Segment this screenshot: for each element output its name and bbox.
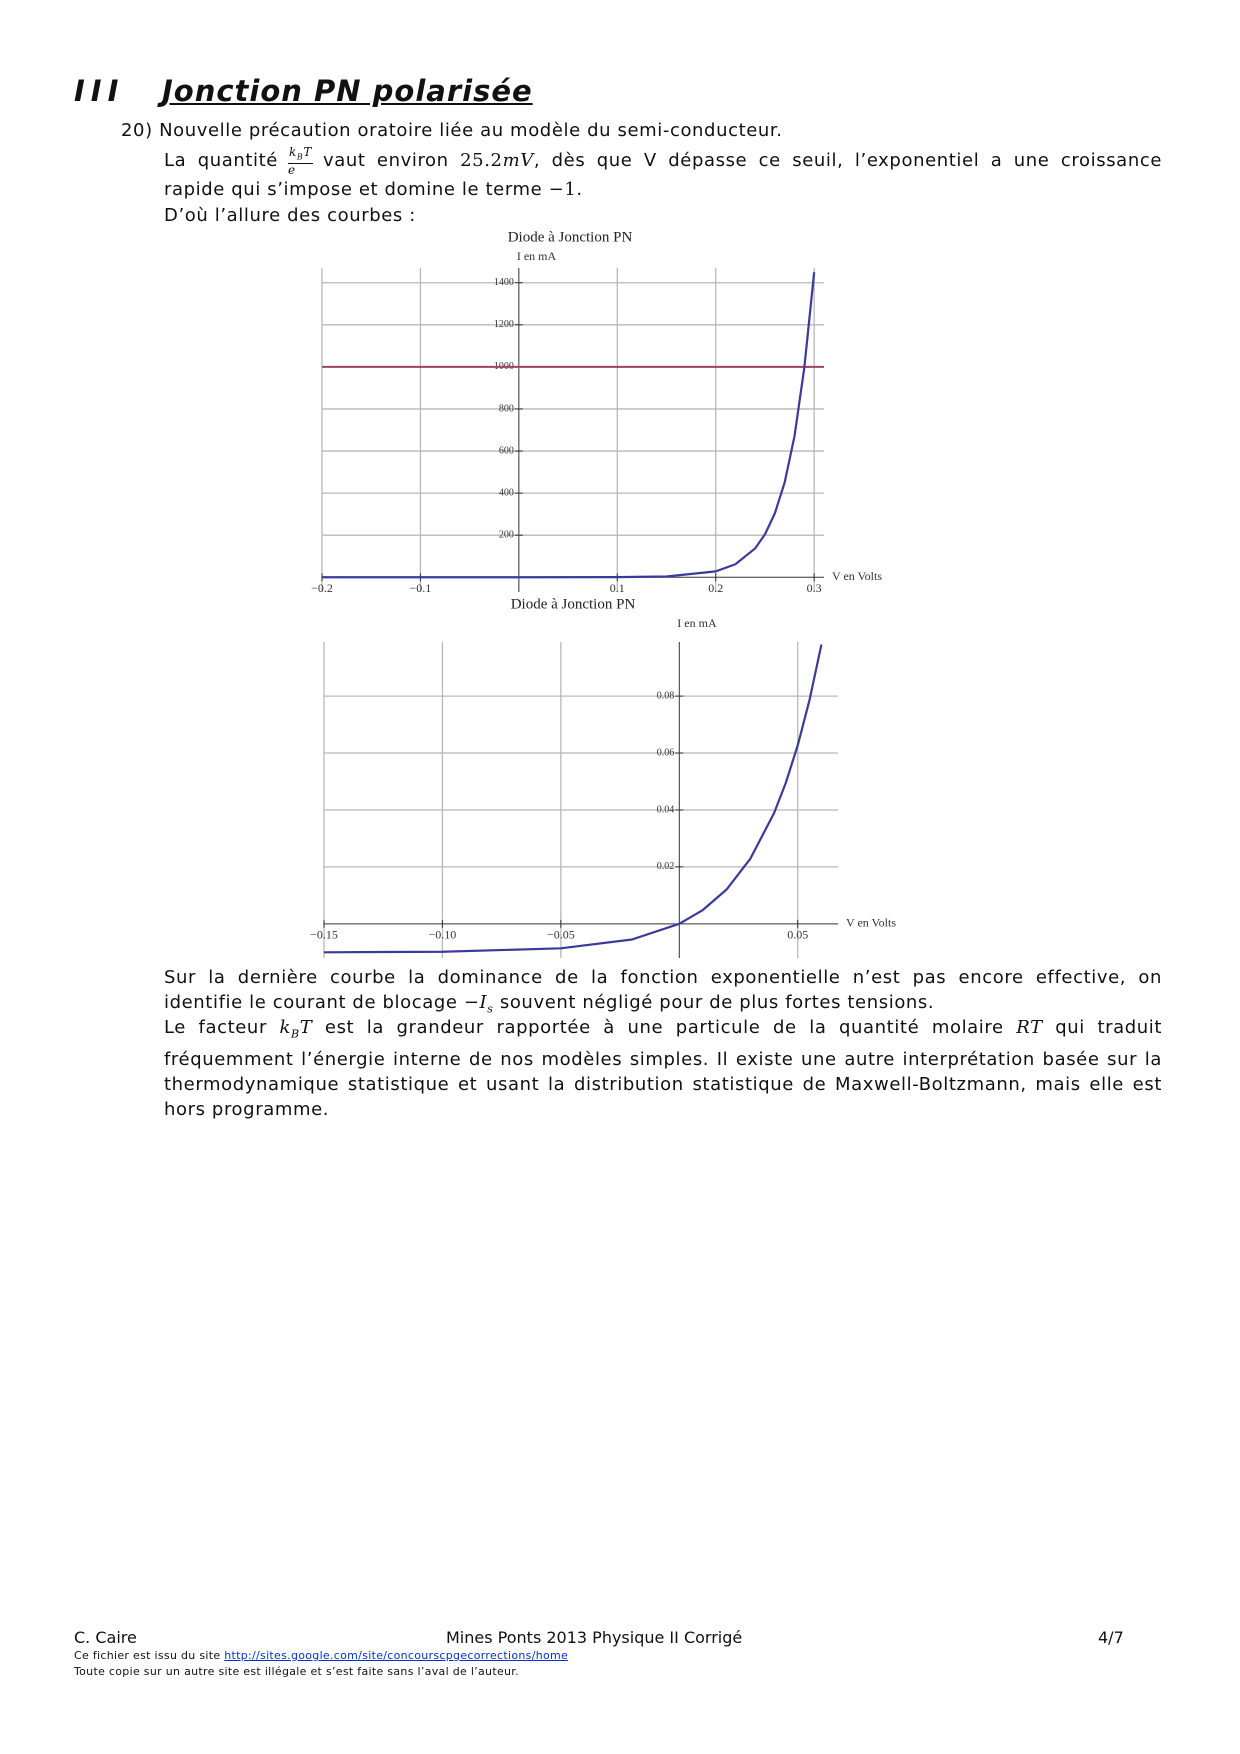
paragraph: D’où l’allure des courbes :: [164, 203, 416, 228]
footer-course: Mines Ponts 2013 Physique II Corrigé: [446, 1628, 743, 1647]
denominator: e: [287, 163, 296, 178]
text: Le facteur: [164, 1017, 267, 1038]
footer-page: 4/7: [1098, 1628, 1124, 1647]
x-axis-label: V en Volts: [846, 916, 896, 930]
y-tick-label: 200: [499, 529, 514, 540]
math: RT: [1016, 1017, 1043, 1038]
question-20: 20) Nouvelle précaution oratoire liée au…: [121, 118, 1162, 143]
math-number: 25.2: [460, 150, 503, 172]
x-tick-label: 0.3: [807, 581, 822, 595]
math: k: [288, 145, 297, 159]
math-number: −1: [548, 179, 577, 201]
text: La quantité: [164, 150, 278, 172]
math-sub: B: [296, 152, 304, 162]
x-tick-label: −0.10: [429, 928, 457, 942]
section-number: III: [74, 74, 125, 108]
math-sub: B: [291, 1027, 300, 1041]
text: .: [576, 179, 583, 201]
text: vaut environ: [322, 150, 449, 172]
y-axis-label: I en mA: [517, 249, 557, 263]
paragraph: Le facteur kBT est la grandeur rapportée…: [164, 1015, 1162, 1122]
text: souvent négligé pour de plus fortes tens…: [499, 992, 935, 1013]
chart-title: Diode à Jonction PN: [508, 229, 633, 245]
section-heading: III Jonction PN polarisée: [74, 74, 533, 108]
math: T: [303, 145, 312, 159]
y-tick-label: 1400: [494, 277, 514, 288]
text: Ce fichier est issu du site: [74, 1649, 221, 1662]
text: qui traduit fréquemment l’énergie intern…: [164, 1017, 1163, 1120]
x-tick-label: −0.2: [311, 581, 333, 595]
footer-copyright: Toute copie sur un autre site est illéga…: [74, 1665, 519, 1678]
chart-title: Diode à Jonction PN: [511, 596, 636, 612]
x-axis-label: V en Volts: [832, 569, 882, 583]
y-tick-label: 1200: [494, 319, 514, 330]
text: , dès que V dépasse ce seuil, l’exponent…: [164, 150, 1162, 201]
y-tick-label: 400: [499, 487, 514, 498]
x-tick-label: −0.1: [410, 581, 432, 595]
y-tick-label: 0.02: [657, 861, 675, 872]
x-tick-label: 0.05: [787, 928, 808, 942]
math: k: [279, 1017, 292, 1038]
text: Sur la dernière courbe la dominance de l…: [164, 967, 1162, 1013]
y-axis-label: I en mA: [677, 616, 717, 630]
math: −I: [463, 992, 488, 1013]
math-sub: s: [487, 1002, 494, 1016]
curve: [322, 272, 816, 579]
footer-source: Ce fichier est issu du site http://sites…: [74, 1649, 568, 1662]
section-title: Jonction PN polarisée: [162, 74, 533, 108]
y-tick-label: 600: [499, 445, 514, 456]
x-tick-label: 0.2: [708, 581, 723, 595]
source-link[interactable]: http://sites.google.com/site/concourscpg…: [224, 1649, 569, 1662]
paragraph: La quantité kBT e vaut environ 25.2mV, dès …: [164, 146, 1162, 203]
question-heading: Nouvelle précaution oratoire liée au mod…: [159, 120, 783, 141]
paragraph: Sur la dernière courbe la dominance de l…: [164, 965, 1162, 1022]
numerator: kBT: [287, 145, 313, 165]
curve: [323, 644, 823, 954]
fraction: kBT e: [287, 145, 313, 178]
y-tick-label: 800: [499, 403, 514, 414]
y-tick-label: 0.06: [657, 747, 675, 758]
math: T: [299, 1017, 313, 1038]
footer-author: C. Caire: [74, 1628, 137, 1647]
text: D’où l’allure des courbes :: [164, 205, 416, 226]
question-number: 20): [121, 120, 153, 141]
y-tick-label: 0.08: [657, 690, 675, 701]
text: est la grandeur rapportée à une particul…: [324, 1017, 1004, 1038]
x-tick-label: −0.15: [310, 928, 338, 942]
math-unit: mV: [502, 150, 534, 172]
x-tick-label: 0.1: [610, 581, 625, 595]
y-tick-label: 0.04: [657, 804, 675, 815]
x-tick-label: −0.05: [547, 928, 575, 942]
